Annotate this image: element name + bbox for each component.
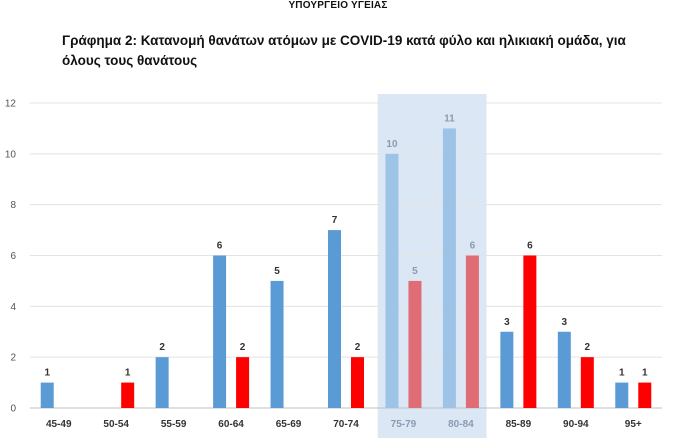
data-label: 5 [274,266,280,277]
bar-series1-75-79 [385,153,399,408]
bar-series2-85-89 [523,255,537,408]
bar-series1-55-59 [155,357,169,408]
chart-title: Γράφημα 2: Κατανομή θανάτων ατόμων με CO… [62,33,626,68]
data-label: 7 [332,215,338,226]
data-label: 1 [619,368,625,379]
bar-series1-85-89 [500,331,514,408]
gridlines [30,102,662,409]
bar-series1-70-74 [328,230,341,408]
y-tick-label: 0 [10,404,16,415]
bar-series2-70-74 [351,357,364,408]
bar-series1-60-64 [213,255,227,408]
x-category-label: 80-84 [448,419,474,430]
bar-series1-45-49 [40,382,54,408]
data-label: 6 [217,241,223,252]
y-axis-ticks: 0 2 4 6 8 10 12 [5,99,17,415]
bar-series1-95+ [615,382,629,408]
y-tick-label: 8 [10,200,16,211]
data-label: 2 [585,342,591,353]
x-category-label: 60-64 [218,419,244,430]
data-label: 1 [642,368,648,379]
x-category-label: 90-94 [563,419,589,430]
data-label: 5 [412,266,418,277]
x-category-label: 50-54 [103,419,129,430]
x-axis-categories: 45-49 50-54 55-59 60-64 65-69 70-74 75-79 80-84… [46,419,642,430]
ministry-header: ΥΠΟΥΡΓΕΙΟ ΥΓΕΙΑΣ [288,0,388,11]
x-category-label: 85-89 [506,419,532,430]
data-label: 2 [355,342,361,353]
data-label: 6 [527,241,533,252]
y-tick-label: 4 [10,302,16,313]
x-category-label: 75-79 [391,419,417,430]
data-label: 10 [386,139,398,150]
data-label: 1 [125,368,131,379]
bar-series1-90-94 [557,331,571,408]
data-label: 6 [470,241,476,252]
data-label: 2 [159,342,165,353]
data-label: 3 [504,317,510,328]
x-category-label: 70-74 [333,419,359,430]
y-tick-label: 6 [10,251,16,262]
data-label: 2 [240,342,246,353]
bars [40,128,652,408]
data-label: 11 [444,113,455,124]
y-tick-label: 2 [10,353,16,364]
x-category-label: 95+ [625,419,642,430]
bar-series2-95+ [638,382,652,408]
y-tick-label: 10 [5,149,17,160]
data-label: 1 [44,368,50,379]
x-category-label: 65-69 [276,419,302,430]
bar-series1-65-69 [270,280,284,408]
bar-series2-60-64 [236,357,250,408]
bar-series2-75-79 [408,280,422,408]
x-category-label: 55-59 [161,419,187,430]
bar-series2-50-54 [121,382,135,408]
y-tick-label: 12 [5,99,17,110]
bar-series2-90-94 [580,357,594,408]
bar-series1-80-84 [442,128,456,408]
x-category-label: 45-49 [46,419,72,430]
data-label: 3 [562,317,568,328]
bar-series2-80-84 [465,255,479,408]
